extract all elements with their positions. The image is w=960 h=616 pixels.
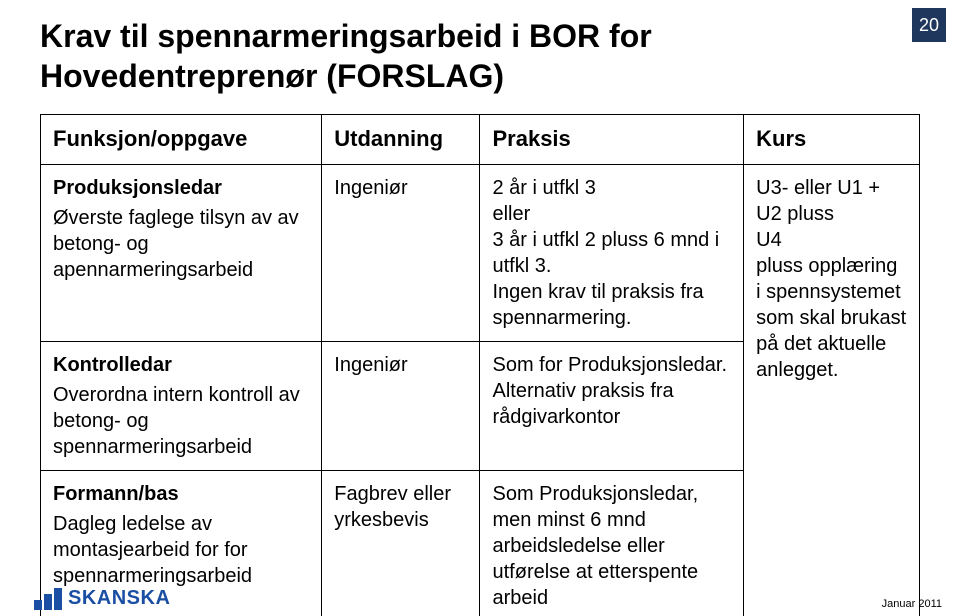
logo-bars-icon — [34, 588, 62, 610]
page-number: 20 — [919, 15, 939, 36]
requirements-table: Funksjon/oppgave Utdanning Praksis Kurs … — [40, 114, 920, 616]
cell-utdanning: Fagbrev eller yrkesbevis — [322, 470, 480, 616]
header-kurs: Kurs — [744, 115, 920, 165]
skanska-logo: SKANSKA — [34, 587, 170, 610]
header-utdanning: Utdanning — [322, 115, 480, 165]
role-title: Produksjonsledar — [53, 175, 309, 201]
role-desc: Øverste faglege tilsyn av av betong- og … — [53, 205, 309, 283]
cell-funksjon: Produksjonsledar Øverste faglege tilsyn … — [41, 164, 322, 341]
role-desc: Overordna intern kontroll av betong- og … — [53, 382, 309, 460]
cell-funksjon: Kontrolledar Overordna intern kontroll a… — [41, 341, 322, 470]
page-title: Krav til spennarmeringsarbeid i BOR for … — [40, 16, 920, 96]
praksis-text: 2 år i utfkl 3 eller 3 år i utfkl 2 plus… — [492, 177, 719, 329]
footer-date: Januar 2011 — [882, 598, 942, 610]
role-title: Formann/bas — [53, 481, 309, 507]
cell-utdanning: Ingeniør — [322, 164, 480, 341]
role-title: Kontrolledar — [53, 352, 309, 378]
table-header-row: Funksjon/oppgave Utdanning Praksis Kurs — [41, 115, 920, 165]
cell-praksis: Som for Produksjonsledar. Alternativ pra… — [480, 341, 744, 470]
title-line-2: Hovedentreprenør (FORSLAG) — [40, 58, 504, 94]
table-row: Produksjonsledar Øverste faglege tilsyn … — [41, 164, 920, 341]
cell-praksis: 2 år i utfkl 3 eller 3 år i utfkl 2 plus… — [480, 164, 744, 341]
kurs-text: U3- eller U1 + U2 pluss U4 pluss opplæri… — [756, 177, 906, 381]
role-desc: Dagleg ledelse av montasjearbeid for for… — [53, 511, 309, 589]
cell-praksis: Som Produksjonsledar, men minst 6 mnd ar… — [480, 470, 744, 616]
page-number-badge: 20 — [912, 8, 946, 42]
cell-utdanning: Ingeniør — [322, 341, 480, 470]
title-line-1: Krav til spennarmeringsarbeid i BOR for — [40, 18, 652, 54]
logo-text: SKANSKA — [68, 587, 170, 610]
header-praksis: Praksis — [480, 115, 744, 165]
cell-kurs-merged: U3- eller U1 + U2 pluss U4 pluss opplæri… — [744, 164, 920, 616]
header-funksjon: Funksjon/oppgave — [41, 115, 322, 165]
